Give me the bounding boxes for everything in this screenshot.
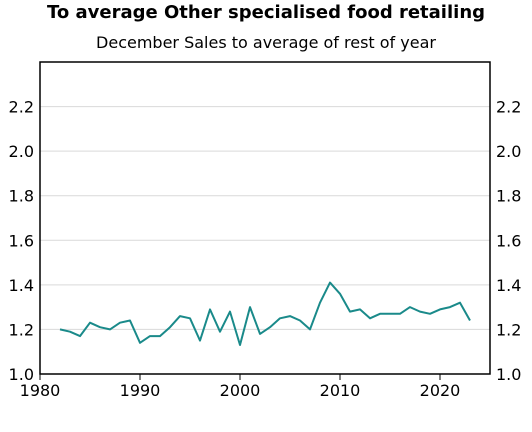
y-tick-label-right: 2.2	[496, 98, 521, 117]
y-tick-label-right: 1.2	[496, 320, 521, 339]
chart-subtitle: December Sales to average of rest of yea…	[96, 33, 436, 52]
x-tick-label: 2010	[320, 381, 361, 400]
y-tick-label-left: 1.8	[9, 187, 34, 206]
gridlines	[40, 106, 490, 330]
x-tick-label: 1990	[120, 381, 161, 400]
x-tick-label: 1980	[20, 381, 61, 400]
series-group	[59, 281, 471, 346]
y-tick-label-right: 2.0	[496, 142, 521, 161]
x-axis: 1980 1990 2000 2010 2020	[20, 374, 461, 400]
y-tick-label-right: 1.8	[496, 187, 521, 206]
y-tick-label-right: 1.6	[496, 231, 521, 250]
y-tick-label-left: 1.2	[9, 320, 34, 339]
x-tick-label: 2020	[420, 381, 461, 400]
y-tick-label-right: 1.4	[496, 276, 521, 295]
y-tick-label-right: 1.0	[496, 365, 521, 384]
y-tick-label-left: 2.0	[9, 142, 34, 161]
y-tick-label-left: 1.4	[9, 276, 34, 295]
y-tick-label-left: 2.2	[9, 98, 34, 117]
plot-frame	[39, 61, 491, 375]
y-tick-label-left: 1.6	[9, 231, 34, 250]
y-axis-right: 1.0 1.2 1.4 1.6 1.8 2.0 2.2	[496, 98, 521, 384]
y-axis-left: 1.0 1.2 1.4 1.6 1.8 2.0 2.2	[9, 98, 34, 384]
y-tick-label-left: 1.0	[9, 365, 34, 384]
series-line	[59, 281, 471, 346]
chart-title: To average Other specialised food retail…	[46, 2, 486, 23]
x-tick-label: 2000	[220, 381, 261, 400]
